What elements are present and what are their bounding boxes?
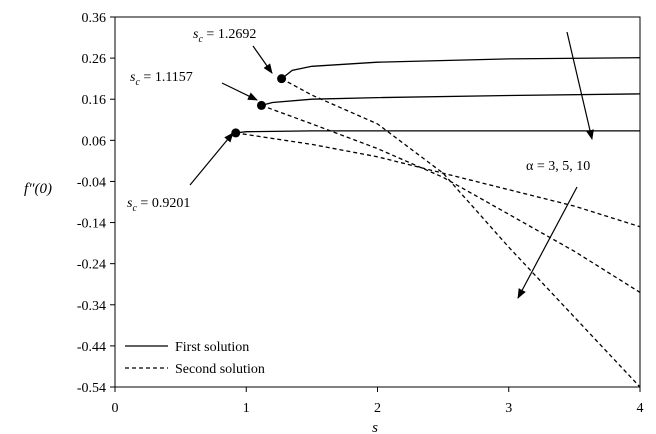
sc-value-1: 1.2692 (218, 27, 257, 42)
sc-label-2: sc = 1.1157 (130, 70, 193, 88)
second-solution-line (235, 132, 641, 228)
y-tick-label: -0.34 (77, 299, 106, 314)
first-solution-line (281, 57, 641, 80)
sc-label-1: sc = 1.2692 (193, 27, 256, 45)
second-solution-line (281, 78, 641, 388)
x-tick-label: 2 (374, 401, 381, 416)
svg-text:sc = 1.2692: sc = 1.2692 (193, 27, 256, 45)
critical-point (256, 100, 266, 110)
y-tick-label: -0.14 (77, 217, 106, 232)
y-tick-label: -0.04 (77, 175, 106, 190)
legend: First solution Second solution (125, 340, 265, 377)
x-tick-label: 1 (243, 401, 250, 416)
x-tick-label: 0 (112, 401, 119, 416)
y-tick-label: -0.24 (77, 258, 106, 273)
first-solution-line (235, 130, 640, 134)
x-tick-label: 4 (637, 401, 644, 416)
y-tick-label: 0.36 (82, 11, 107, 26)
sc-arrow-3 (189, 132, 234, 186)
x-axis-label: s (372, 420, 378, 434)
legend-second-label: Second solution (175, 362, 265, 377)
sc-arrow-1 (252, 45, 273, 74)
series (235, 57, 641, 388)
y-tick-label: 0.26 (82, 52, 107, 67)
svg-text:sc = 1.1157: sc = 1.1157 (130, 70, 193, 88)
critical-points (231, 74, 287, 138)
sc-label-3: sc = 0.9201 (127, 196, 190, 214)
plot-frame (114, 16, 641, 388)
alpha-arrow-second (517, 186, 578, 299)
svg-text:sc = 0.9201: sc = 0.9201 (127, 196, 190, 214)
y-tick-label: -0.44 (77, 340, 106, 355)
x-tick-label: 3 (505, 401, 512, 416)
sc-value-2: 1.1157 (155, 70, 193, 85)
y-tick-label: 0.06 (82, 134, 107, 149)
axes (114, 16, 641, 388)
y-tick-label: -0.54 (77, 381, 106, 396)
sc-value-3: 0.9201 (152, 196, 191, 211)
critical-point (277, 74, 287, 84)
tick-labels: 0.36 0.26 0.16 0.06 -0.04 -0.14 -0.24 -0.34 -0.4… (77, 11, 644, 416)
first-solution-line (261, 93, 641, 107)
alpha-label: α = 3, 5, 10 (526, 159, 590, 174)
y-axis-label: f″(0) (24, 181, 52, 197)
second-solution-line (261, 104, 641, 293)
alpha-arrow-first (566, 31, 594, 140)
y-tick-label: 0.16 (82, 93, 107, 108)
sc-arrow-2 (221, 82, 258, 101)
legend-first-label: First solution (175, 340, 249, 355)
